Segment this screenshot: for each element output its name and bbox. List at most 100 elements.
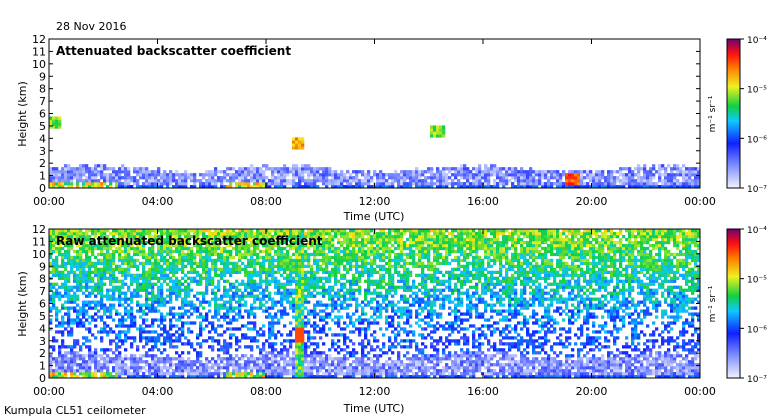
heatmap-cell xyxy=(175,234,179,239)
heatmap-cell xyxy=(244,234,248,239)
heatmap-cell xyxy=(130,258,134,263)
heatmap-cell xyxy=(82,173,86,177)
heatmap-cell xyxy=(358,185,362,188)
heatmap-cell xyxy=(49,125,53,129)
heatmap-cell xyxy=(97,285,101,289)
heatmap-cell xyxy=(130,306,134,310)
heatmap-cell xyxy=(250,303,254,307)
heatmap-cell xyxy=(202,294,206,298)
heatmap-cell xyxy=(343,294,347,298)
heatmap-cell xyxy=(178,246,182,251)
heatmap-cell xyxy=(142,366,146,370)
heatmap-cell xyxy=(520,185,524,188)
heatmap-cell xyxy=(166,249,170,254)
heatmap-cell xyxy=(160,264,164,269)
heatmap-cell xyxy=(313,258,317,263)
heatmap-cell xyxy=(64,366,68,370)
heatmap-cell xyxy=(466,179,470,183)
heatmap-cell xyxy=(229,267,233,272)
heatmap-cell xyxy=(286,333,290,337)
heatmap-cell xyxy=(88,264,92,269)
heatmap-cell xyxy=(103,351,107,355)
heatmap-cell xyxy=(322,342,326,346)
heatmap-cell xyxy=(274,303,278,307)
heatmap-cell xyxy=(142,279,146,283)
heatmap-cell xyxy=(271,315,275,319)
heatmap-cell xyxy=(127,264,131,269)
heatmap-cell xyxy=(346,243,350,248)
heatmap-cell xyxy=(169,291,173,295)
heatmap-cell xyxy=(349,330,353,334)
heatmap-cell xyxy=(211,297,215,301)
heatmap-cell xyxy=(175,297,179,301)
heatmap-cell xyxy=(547,182,551,186)
heatmap-cell xyxy=(124,182,128,186)
heatmap-cell xyxy=(490,167,494,171)
heatmap-cell xyxy=(658,167,662,171)
heatmap-cell xyxy=(196,261,200,266)
heatmap-cell xyxy=(100,167,104,171)
heatmap-cell xyxy=(76,315,80,319)
heatmap-cell xyxy=(100,354,104,358)
heatmap-cell xyxy=(520,170,524,174)
heatmap-cell xyxy=(229,345,233,349)
heatmap-cell xyxy=(634,173,638,177)
heatmap-cell xyxy=(58,363,62,367)
heatmap-cell xyxy=(307,372,311,376)
heatmap-cell xyxy=(238,288,242,292)
heatmap-cell xyxy=(166,246,170,251)
heatmap-cell xyxy=(61,306,65,310)
heatmap-cell xyxy=(613,182,617,186)
heatmap-cell xyxy=(169,336,173,340)
heatmap-cell xyxy=(262,240,266,245)
heatmap-cell xyxy=(175,363,179,367)
heatmap-cell xyxy=(241,170,245,174)
heatmap-cell xyxy=(583,170,587,174)
heatmap-cell xyxy=(310,237,314,242)
heatmap-cell xyxy=(580,176,584,180)
heatmap-cell xyxy=(184,309,188,313)
heatmap-cell xyxy=(313,176,317,180)
heatmap-cell xyxy=(268,261,272,266)
heatmap-cell xyxy=(298,324,302,328)
heatmap-cell xyxy=(295,240,299,245)
heatmap-cell xyxy=(196,315,200,319)
heatmap-cell xyxy=(229,318,233,322)
heatmap-cell xyxy=(238,176,242,180)
heatmap-cell xyxy=(139,249,143,254)
heatmap-cell xyxy=(130,276,134,280)
heatmap-cell xyxy=(646,176,650,180)
heatmap-cell xyxy=(52,264,56,269)
heatmap-cell xyxy=(112,270,116,274)
heatmap-cell xyxy=(217,342,221,346)
heatmap-cell xyxy=(358,369,362,373)
heatmap-cell xyxy=(124,306,128,310)
heatmap-cell xyxy=(436,128,440,132)
heatmap-cell xyxy=(85,354,89,358)
heatmap-cell xyxy=(535,182,539,186)
heatmap-cell xyxy=(298,143,302,147)
heatmap-cell xyxy=(232,306,236,310)
heatmap-cell xyxy=(193,294,197,298)
heatmap-cell xyxy=(145,285,149,289)
heatmap-cell xyxy=(160,182,164,186)
heatmap-cell xyxy=(79,285,83,289)
heatmap-cell xyxy=(286,258,290,263)
heatmap-cell xyxy=(217,366,221,370)
heatmap-cell xyxy=(256,185,260,188)
heatmap-cell xyxy=(73,375,77,378)
heatmap-cell xyxy=(79,282,83,286)
heatmap-cell xyxy=(595,185,599,188)
heatmap-cell xyxy=(301,146,305,150)
heatmap-cell xyxy=(256,270,260,274)
heatmap-cell xyxy=(61,282,65,286)
heatmap-cell xyxy=(109,231,113,236)
heatmap-cell xyxy=(337,372,341,376)
heatmap-cell xyxy=(232,270,236,274)
heatmap-cell xyxy=(457,170,461,174)
heatmap-cell xyxy=(277,318,281,322)
heatmap-cell xyxy=(298,234,302,239)
heatmap-cell xyxy=(631,179,635,183)
heatmap-cell xyxy=(193,231,197,236)
